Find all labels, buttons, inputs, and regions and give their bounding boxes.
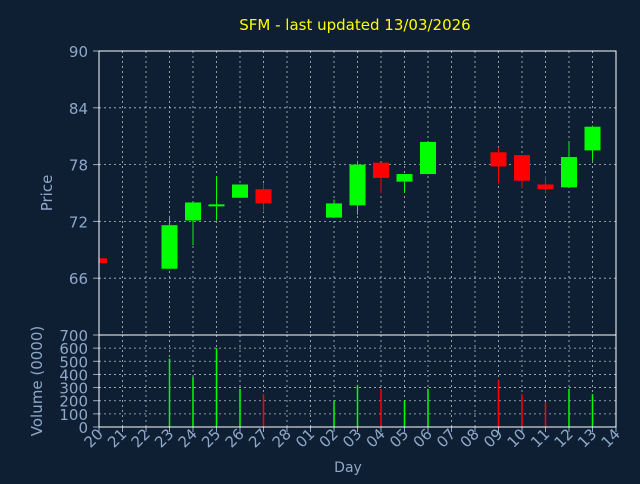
volume-bar: [427, 389, 429, 427]
volume-bar: [592, 394, 594, 427]
volume-bar: [357, 385, 359, 427]
price-tick-label: 90: [69, 43, 88, 61]
candle-body: [185, 202, 201, 220]
volume-bar: [404, 401, 406, 427]
volume-bar: [239, 389, 241, 427]
volume-bar: [169, 359, 171, 427]
x-axis-label: Day: [334, 460, 362, 476]
candle-body: [538, 184, 554, 189]
volume-axis-label: Volume (0000): [28, 326, 46, 436]
candle-body: [326, 203, 342, 217]
volume-bar: [498, 380, 500, 427]
candle-body: [420, 142, 436, 174]
volume-bar: [521, 394, 523, 427]
volume-tick-label: 700: [59, 327, 88, 345]
price-axis-label: Price: [38, 175, 56, 212]
candle-body: [585, 127, 601, 151]
candle-body: [256, 189, 272, 203]
volume-bar: [216, 348, 218, 427]
candle-body: [373, 163, 389, 178]
volume-bar: [263, 394, 265, 427]
volume-bar: [380, 389, 382, 427]
candle-body: [491, 152, 507, 166]
candle-body: [514, 155, 530, 181]
candle-body: [162, 225, 178, 269]
price-tick-label: 84: [69, 100, 88, 118]
volume-bar: [333, 401, 335, 427]
candle-body: [561, 157, 577, 187]
candle-body: [209, 204, 225, 206]
volume-bar: [545, 402, 547, 427]
volume-bar: [192, 377, 194, 427]
candle-body: [397, 174, 413, 182]
volume-bar: [568, 389, 570, 427]
candle-body: [232, 184, 248, 197]
candle-body: [350, 165, 366, 206]
chart-title: SFM - last updated 13/03/2026: [239, 16, 470, 34]
price-tick-label: 66: [69, 270, 88, 288]
candle-body: [99, 258, 107, 263]
price-tick-label: 72: [69, 213, 88, 231]
price-tick-label: 78: [69, 157, 88, 175]
